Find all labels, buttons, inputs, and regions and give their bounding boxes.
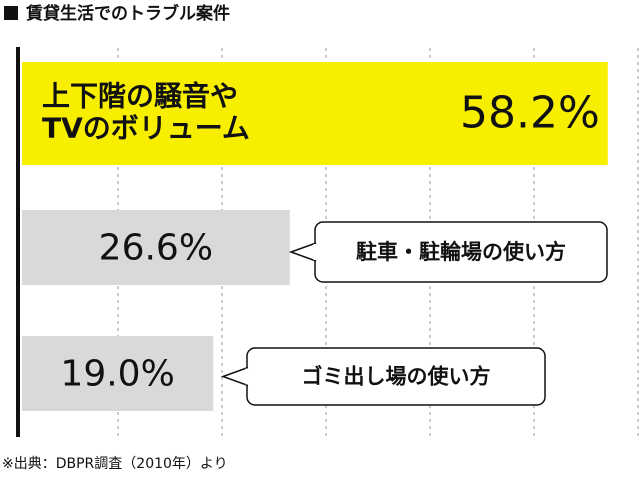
source-note: ※出典：DBPR調査（2010年）より	[2, 456, 228, 472]
value-label: 19.0%	[60, 354, 174, 395]
title-marker	[4, 6, 18, 20]
category-label: ゴミ出し場の使い方	[302, 365, 491, 389]
bar	[22, 210, 290, 285]
callout-pointer	[220, 366, 249, 387]
callout-pointer	[288, 242, 317, 262]
category-label: 上下階の騒音や TVのボリューム	[42, 80, 250, 145]
value-label: 26.6%	[99, 228, 213, 269]
category-label-line: 上下階の騒音や	[42, 80, 238, 113]
category-label: 駐車・駐輪場の使い方	[356, 240, 566, 264]
category-label-line: TVのボリューム	[42, 112, 250, 145]
chart-title: 賃貸生活でのトラブル案件	[25, 3, 230, 24]
value-label: 58.2%	[460, 88, 600, 139]
bar	[22, 62, 608, 165]
bar	[22, 336, 214, 411]
